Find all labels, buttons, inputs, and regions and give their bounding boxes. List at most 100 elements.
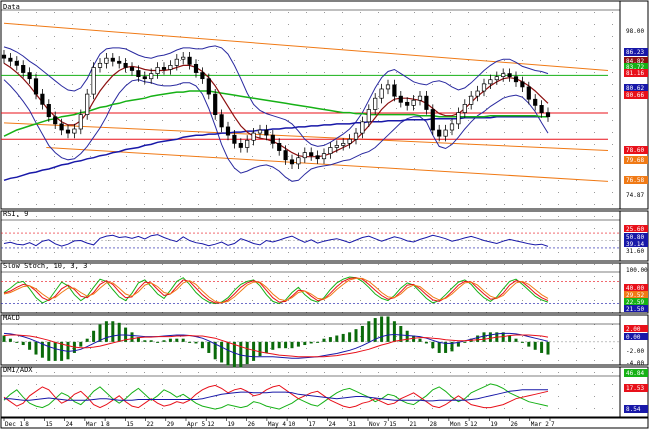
- stoch-axis-label: 40.00: [626, 285, 644, 292]
- macd-histogram-bar: [277, 341, 281, 349]
- price-axis-frame: [619, 0, 649, 210]
- macd-histogram-bar: [508, 335, 512, 342]
- stoch-axis-label: 22.59: [626, 299, 644, 306]
- macd-histogram-bar: [47, 341, 51, 361]
- price-candle: [155, 62, 160, 79]
- x-axis-label: May 4: [268, 421, 286, 428]
- macd-panel-title: MACD: [3, 314, 20, 322]
- candle-body: [385, 84, 391, 90]
- price-candle: [481, 78, 487, 97]
- candle-body: [1, 54, 7, 59]
- price-axis-label: 86.23: [626, 49, 644, 56]
- candle-body: [481, 83, 487, 92]
- x-axis-label: 19: [227, 421, 235, 428]
- macd-histogram-bar: [309, 341, 313, 344]
- rsi-panel: [1, 232, 620, 249]
- macd-histogram-bar: [386, 316, 390, 342]
- macd-histogram-bar: [303, 341, 307, 346]
- candle-body: [21, 65, 26, 73]
- candle-body: [245, 139, 250, 148]
- macd-histogram-bar: [258, 341, 262, 357]
- macd-histogram-bar: [143, 340, 147, 342]
- price-candle: [8, 53, 13, 67]
- macd-histogram-bar: [232, 341, 236, 368]
- candle-body: [501, 73, 506, 78]
- macd-histogram-bar: [418, 338, 422, 342]
- candle-body: [270, 134, 275, 144]
- candle-body: [296, 157, 301, 165]
- price-candle: [437, 124, 442, 142]
- price-candle: [443, 124, 448, 142]
- dmi-frame: [0, 366, 621, 418]
- macd-histogram-bar: [245, 341, 249, 365]
- price-candle: [315, 150, 320, 164]
- price-panel-title: Data: [3, 3, 20, 11]
- macd-histogram-bar: [34, 341, 38, 355]
- candle-body: [14, 60, 19, 66]
- candle-body: [341, 143, 346, 146]
- price-candle: [59, 118, 64, 136]
- x-axis-label: 10: [288, 421, 296, 428]
- price-candle: [129, 62, 135, 76]
- price-candle: [417, 91, 423, 106]
- price-candle: [513, 71, 519, 87]
- macd-histogram-bar: [437, 341, 441, 353]
- candle-body: [193, 63, 199, 73]
- macd-signal-line: [3, 334, 549, 358]
- stoch-axis-label: 29.52: [626, 292, 644, 299]
- macd-histogram-bar: [463, 341, 467, 343]
- x-axis-label: Apr 5: [187, 421, 205, 428]
- macd-histogram-bar: [194, 341, 198, 344]
- macd-axis-label: -4.00: [626, 360, 644, 367]
- x-axis-label: Mon 5: [450, 421, 468, 428]
- candle-body: [59, 123, 64, 131]
- price-candle: [296, 152, 301, 170]
- candle-body: [373, 97, 378, 110]
- macd-histogram-bar: [188, 341, 192, 343]
- bollinger-upper-line: [3, 45, 549, 147]
- candle-body: [33, 78, 39, 95]
- candle-body: [449, 123, 455, 131]
- price-candle: [405, 97, 410, 111]
- macd-histogram-bar: [60, 341, 64, 361]
- price-axis-label: 80.66: [626, 92, 644, 99]
- macd-histogram-bar: [181, 338, 185, 342]
- candle-body: [264, 129, 269, 136]
- macd-histogram-bar: [373, 318, 377, 342]
- price-candle: [174, 54, 179, 71]
- candle-body: [123, 62, 128, 68]
- macd-histogram-bar: [399, 326, 403, 342]
- price-candle: [475, 85, 480, 102]
- price-candle: [40, 88, 45, 110]
- rsi-axis-label: 39.14: [626, 241, 644, 248]
- price-candle: [264, 124, 269, 141]
- candle-body: [334, 145, 339, 148]
- rsi-axis-label: 50.80: [626, 234, 644, 241]
- rsi-frame: [0, 210, 621, 262]
- price-axis-label: 78.60: [626, 147, 644, 154]
- candle-body: [65, 129, 71, 134]
- macd-histogram-bar: [136, 337, 140, 342]
- macd-histogram-bar: [79, 341, 83, 347]
- rsi-line: [3, 234, 549, 247]
- rsi-panel-title: RSI, 9: [3, 210, 28, 218]
- price-candle: [206, 73, 211, 100]
- price-candle: [123, 58, 128, 73]
- candle-body: [417, 95, 423, 101]
- price-axis-values: 98.00 86.23 84.82 83.72 81.16 80.62 80.6…: [624, 28, 648, 199]
- trend-mid: [3, 122, 609, 152]
- price-candle: [392, 79, 397, 102]
- macd-histogram-bar: [431, 341, 435, 349]
- stoch-panel-title: Slow Stoch, 10, 3, 3: [3, 262, 87, 270]
- macd-histogram-bar: [207, 341, 211, 353]
- candle-body: [40, 93, 45, 105]
- x-axis-label: 8: [25, 421, 29, 428]
- candle-body: [360, 121, 365, 134]
- price-candle: [27, 67, 32, 84]
- candle-body: [85, 93, 90, 115]
- price-candle: [334, 140, 339, 153]
- macd-histogram-bar: [104, 321, 108, 342]
- rsi-axis-label: 31.60: [626, 248, 644, 255]
- macd-histogram-bar: [328, 337, 332, 342]
- candle-body: [392, 84, 397, 97]
